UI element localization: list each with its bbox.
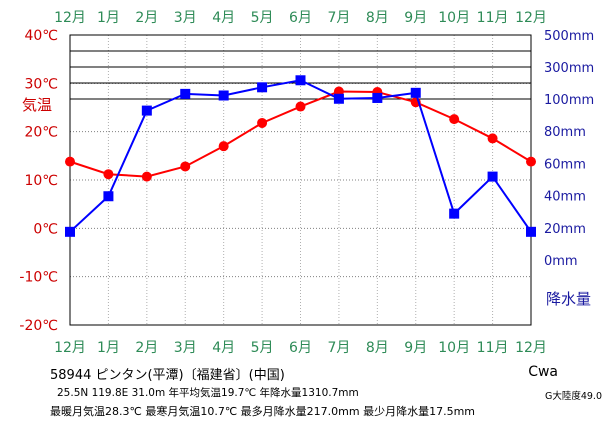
precipitation-point [526,226,536,237]
month-label-top: 10月 [438,10,470,26]
precipitation-point [103,191,114,202]
month-label-top: 5月 [251,10,274,26]
precipitation-point [257,82,268,93]
temperature-series [65,86,536,182]
temperature-axis-title: 気温 [22,96,52,114]
temperature-point [487,133,498,144]
top-month-labels: 12月 1月 2月 3月 4月 5月 6月 7月 8月 9月 10月 11月 12月 [54,10,547,26]
precipitation-point [333,93,344,104]
precipitation-tick: 100mm [544,93,594,108]
month-label-top: 9月 [404,10,427,26]
month-label-top: 12月 [54,10,86,26]
temperature-tick: -10℃ [19,270,58,286]
month-label-bottom: 12月 [54,340,86,356]
month-label-top: 6月 [289,10,312,26]
temperature-tick: 30℃ [24,76,58,92]
precipitation-tick: 500mm [544,29,594,44]
plot-frame [69,34,532,326]
precipitation-tick: 20mm [544,222,586,237]
temperature-point [218,141,229,152]
temperature-point [65,156,75,167]
temperature-tick: 10℃ [24,173,58,189]
precipitation-tick: 40mm [544,190,586,205]
precipitation-point [141,105,152,116]
month-label-bottom: 6月 [289,340,312,356]
month-label-bottom: 5月 [251,340,274,356]
month-label-top: 3月 [174,10,197,26]
precipitation-point [449,208,460,219]
temperature-tick: -20℃ [19,318,58,334]
precipitation-tick: 300mm [544,61,594,76]
temperature-point [526,156,536,167]
temperature-tick: 0℃ [33,221,58,237]
precipitation-tick-labels: 0mm 20mm 40mm 60mm 80mm 100mm 300mm 500mm [544,29,594,269]
month-label-top: 1月 [97,10,120,26]
month-label-bottom: 12月 [515,340,547,356]
precipitation-point [295,75,306,86]
temperature-point [141,171,152,182]
temperature-point [449,114,460,125]
precipitation-point [410,87,421,98]
month-label-top: 2月 [135,10,158,26]
month-label-bottom: 3月 [174,340,197,356]
month-label-top: 8月 [366,10,389,26]
temperature-tick: 20℃ [24,125,58,141]
month-label-bottom: 2月 [135,340,158,356]
month-label-bottom: 8月 [366,340,389,356]
temperature-point [180,161,191,172]
month-label-bottom: 9月 [404,340,427,356]
month-label-bottom: 1月 [97,340,120,356]
temperature-tick-labels: 40℃ 30℃ 20℃ 10℃ 0℃ -10℃ -20℃ [19,28,58,334]
precipitation-axis-title: 降水量 [546,290,591,308]
precipitation-tick: 0mm [544,254,578,269]
precipitation-tick: 80mm [544,125,586,140]
bottom-month-labels: 12月 1月 2月 3月 4月 5月 6月 7月 8月 9月 10月 11月 12月 [54,340,547,356]
temperature-point [257,117,268,128]
month-label-top: 12月 [515,10,547,26]
month-label-top: 7月 [327,10,350,26]
month-label-bottom: 7月 [327,340,350,356]
temperature-point [103,169,114,180]
temperature-point [295,101,306,112]
month-label-bottom: 10月 [438,340,470,356]
precipitation-point [180,88,191,99]
precipitation-point [487,171,498,182]
precipitation-point [218,90,229,101]
temperature-tick: 40℃ [24,28,58,44]
month-label-top: 11月 [477,10,509,26]
month-label-bottom: 11月 [477,340,509,356]
precipitation-tick: 60mm [544,157,586,172]
month-label-top: 4月 [212,10,235,26]
month-label-bottom: 4月 [212,340,235,356]
precipitation-point [65,226,75,237]
precipitation-series [65,75,536,237]
precipitation-point [372,92,383,103]
